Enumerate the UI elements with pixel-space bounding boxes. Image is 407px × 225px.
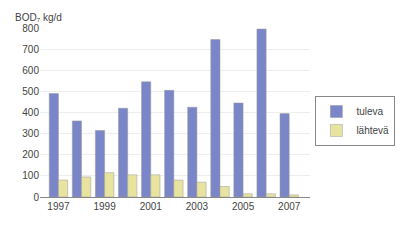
svg-text:600: 600 — [22, 65, 39, 76]
svg-text:300: 300 — [22, 128, 39, 139]
svg-text:BOD₇ kg/d: BOD₇ kg/d — [15, 12, 62, 23]
svg-text:700: 700 — [22, 44, 39, 55]
svg-text:800: 800 — [22, 23, 39, 34]
svg-text:lähtevä: lähtevä — [356, 125, 389, 136]
svg-text:0: 0 — [33, 192, 39, 203]
svg-text:500: 500 — [22, 86, 39, 97]
svg-text:2001: 2001 — [140, 201, 163, 212]
svg-text:1997: 1997 — [47, 201, 70, 212]
svg-text:200: 200 — [22, 149, 39, 160]
svg-text:tuleva: tuleva — [356, 106, 383, 117]
svg-text:100: 100 — [22, 170, 39, 181]
svg-text:2005: 2005 — [232, 201, 255, 212]
svg-text:2007: 2007 — [278, 201, 301, 212]
svg-text:1999: 1999 — [93, 201, 116, 212]
svg-text:400: 400 — [22, 107, 39, 118]
svg-text:2003: 2003 — [186, 201, 209, 212]
